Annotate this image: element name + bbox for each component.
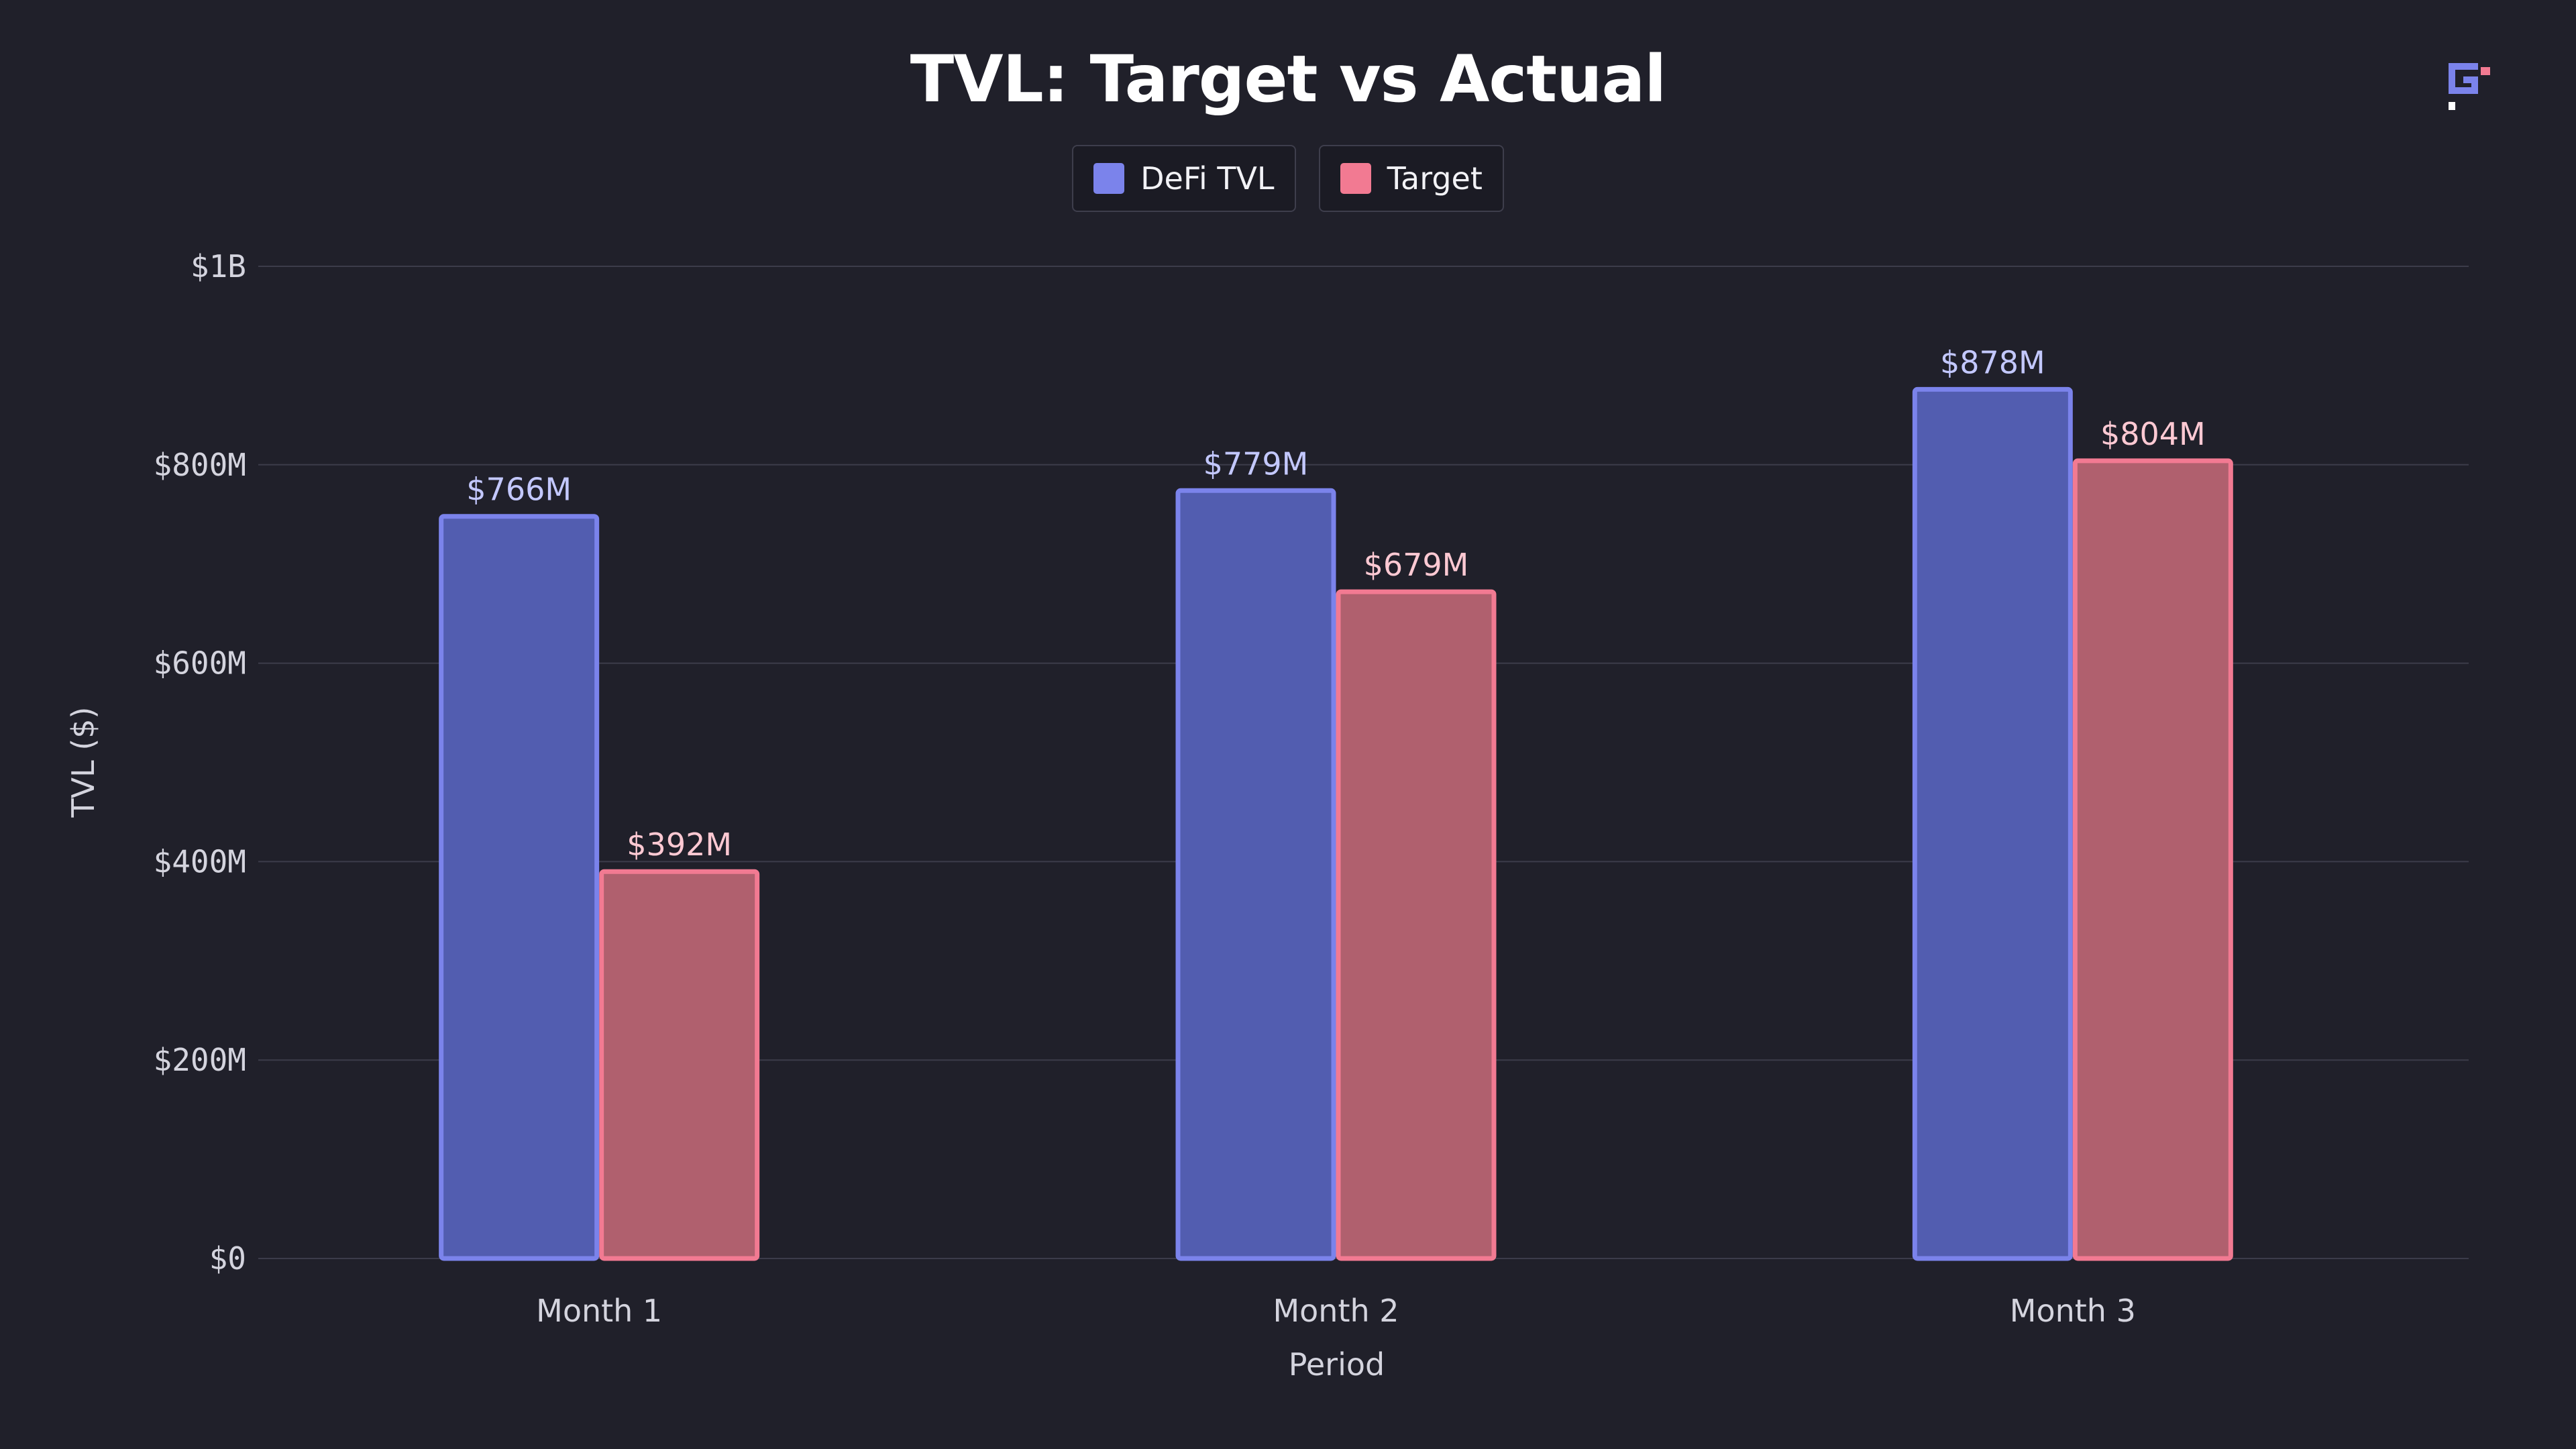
bar-value-label: $779M xyxy=(1203,445,1309,482)
y-axis-title: TVL ($) xyxy=(65,707,101,818)
legend-swatch-defi-tvl xyxy=(1093,163,1125,194)
y-tick-label: $600M xyxy=(154,645,246,682)
brand-logo-part xyxy=(2481,67,2490,75)
x-axis-title: Period xyxy=(1289,1346,1385,1383)
brand-logo-part xyxy=(2449,63,2455,94)
bar-value-label: $878M xyxy=(1940,344,2045,380)
y-tick-label: $1B xyxy=(191,248,246,284)
bar xyxy=(1175,488,1336,1261)
legend-label-defi-tvl: DeFi TVL xyxy=(1140,160,1275,197)
x-tick-label: Month 3 xyxy=(2010,1293,2136,1329)
bar xyxy=(1912,386,2073,1261)
y-tick-label: $400M xyxy=(154,843,246,879)
y-tick-label: $200M xyxy=(154,1042,246,1078)
brand-logo-part xyxy=(2449,87,2478,94)
bar xyxy=(1336,589,1497,1261)
legend-item-defi-tvl[interactable]: DeFi TVL xyxy=(1072,145,1296,212)
legend: DeFi TVL Target xyxy=(0,145,2576,212)
bar-value-label: $766M xyxy=(466,472,572,508)
bar xyxy=(599,869,760,1261)
brand-logo-part xyxy=(2449,102,2455,110)
y-tick-label: $0 xyxy=(209,1240,246,1277)
x-tick-label: Month 2 xyxy=(1273,1293,1399,1329)
chart-title: TVL: Target vs Actual xyxy=(910,42,1666,117)
brand-logo-part xyxy=(2449,63,2478,70)
bar xyxy=(2072,458,2233,1261)
brand-logo-part xyxy=(2463,76,2478,83)
x-tick-label: Month 1 xyxy=(536,1293,662,1329)
bar-value-label: $679M xyxy=(1364,547,1469,583)
brand-logo-icon xyxy=(2449,63,2490,110)
y-tick-label: $800M xyxy=(154,447,246,483)
bar-value-label: $392M xyxy=(627,826,732,863)
legend-item-target[interactable]: Target xyxy=(1318,145,1504,212)
brand-logo-part xyxy=(2471,76,2478,94)
bar xyxy=(439,514,600,1261)
legend-swatch-target xyxy=(1340,163,1371,194)
bar-value-label: $804M xyxy=(2100,416,2206,452)
legend-label-target: Target xyxy=(1387,160,1483,197)
